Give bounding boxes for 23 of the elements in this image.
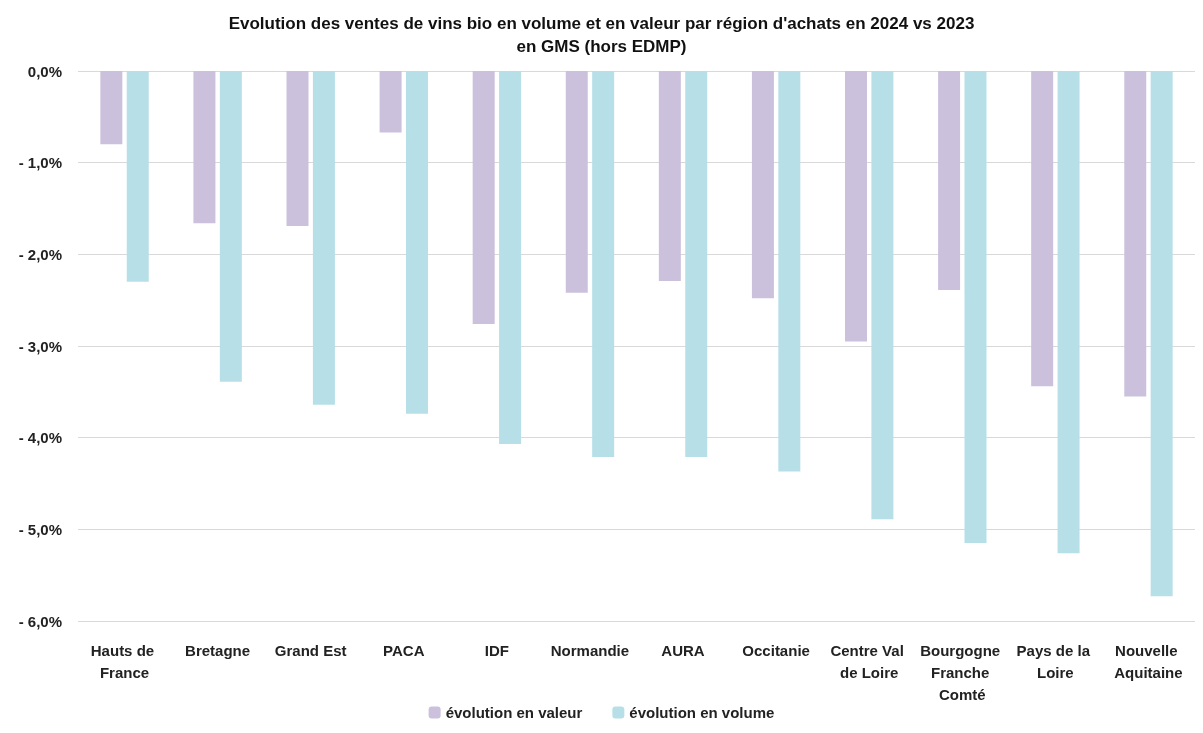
y-tick-label: - 4,0%	[18, 429, 62, 447]
x-tick-label: Bourgogne Franche Comté	[920, 641, 1005, 703]
y-tick-label: - 2,0%	[18, 245, 62, 263]
y-tick-label: - 5,0%	[18, 520, 62, 538]
x-tick-label: PACA	[383, 641, 425, 659]
y-tick-label: - 3,0%	[18, 337, 62, 355]
x-tick-label: Bretagne	[185, 641, 251, 659]
x-tick-label: Hauts de France	[90, 641, 159, 681]
y-tick-label: - 6,0%	[18, 612, 62, 630]
x-tick-label: Occitanie	[742, 641, 810, 659]
x-tick-label: Centre Val de Loire	[830, 641, 908, 681]
x-tick-label: Nouvelle Aquitaine	[1114, 641, 1183, 681]
x-tick-label: IDF	[484, 641, 509, 659]
chart-subtitle: en GMS (hors EDMP)	[516, 37, 687, 56]
legend-label: évolution en volume	[629, 704, 775, 721]
y-tick-label: 0,0%	[27, 62, 62, 80]
chart-title: Evolution des ventes de vins bio en volume et en valeur par région d'achats en 2024 vs 2023	[228, 14, 975, 33]
y-tick-label: - 1,0%	[18, 154, 62, 172]
x-tick-label: Pays de la Loire	[1016, 641, 1095, 681]
legend-label: évolution en valeur	[445, 704, 583, 721]
x-tick-label: Normandie	[550, 641, 630, 659]
x-tick-label: AURA	[661, 641, 705, 659]
x-tick-label: Grand Est	[274, 641, 347, 659]
